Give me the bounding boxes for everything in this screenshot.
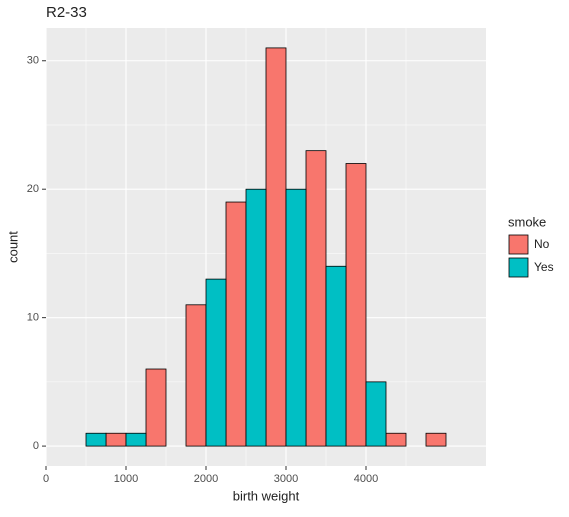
bar [125,432,147,447]
bar [325,265,347,447]
legend-key [508,234,529,255]
y-tick-label: 20 [27,183,39,195]
bar [305,150,327,447]
legend-label: Yes [534,260,554,274]
legend-label: No [534,237,550,251]
legend-key [508,257,529,278]
bar [245,188,267,447]
x-tick-label: 3000 [274,473,298,485]
bar [385,432,407,447]
bar [105,432,127,447]
x-tick-label: 1000 [114,473,138,485]
y-tick-label: 0 [33,440,39,452]
x-tick-label: 0 [43,473,49,485]
chart-title: R2-33 [46,4,87,21]
y-axis-label: count [5,231,20,263]
bar [345,163,367,447]
bar [85,432,107,447]
legend-title: smoke [508,214,546,229]
x-tick-label: 2000 [194,473,218,485]
bar [145,368,167,447]
bar [365,381,387,447]
bar [205,278,227,447]
x-axis-label: birth weight [233,488,300,503]
bar [265,47,287,447]
y-tick-label: 30 [27,55,39,67]
x-tick-label: 4000 [354,473,378,485]
bar [225,201,247,447]
bar [285,188,307,447]
bar [425,432,447,447]
bar [185,304,207,447]
y-tick-label: 10 [27,312,39,324]
